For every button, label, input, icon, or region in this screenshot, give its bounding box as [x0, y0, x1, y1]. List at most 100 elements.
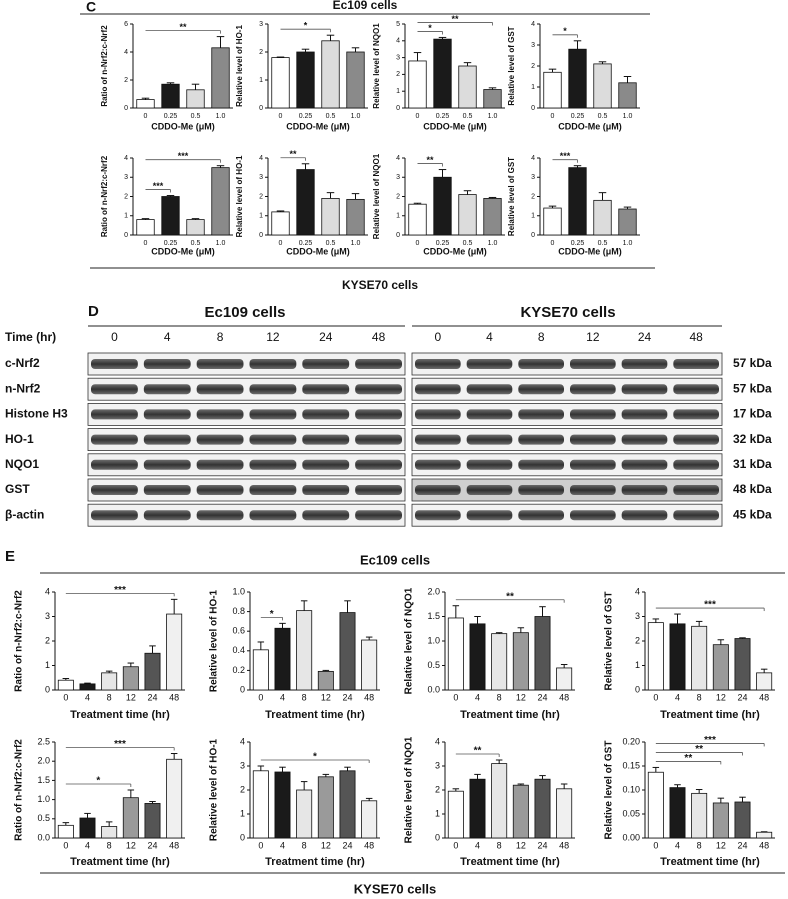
time-point: 8 [538, 330, 545, 344]
bar [491, 633, 508, 691]
y-tick-label: 0 [396, 232, 400, 239]
blot-band [196, 359, 244, 369]
time-point: 0 [111, 330, 118, 344]
kda-label: 31 kDa [733, 457, 772, 471]
bar [252, 770, 269, 839]
blot-band [466, 485, 513, 495]
y-tick-label: 1 [45, 660, 50, 670]
y-tick-label: 3 [396, 54, 400, 61]
y-tick-label: 0 [124, 105, 128, 112]
blot-band [302, 485, 350, 495]
bar [534, 616, 551, 691]
significance-label: *** [704, 735, 716, 746]
x-tick-label: 48 [759, 692, 769, 702]
blot-band [302, 384, 350, 395]
bar [469, 778, 486, 839]
blot-band [249, 485, 297, 495]
bar [534, 778, 551, 839]
blot-band [570, 459, 616, 470]
bar [712, 802, 729, 839]
x-tick-label: 0 [144, 113, 148, 120]
x-tick-label: 0.25 [436, 113, 450, 120]
protein-name: β-actin [5, 507, 44, 521]
blot-strip [87, 428, 406, 452]
bar [317, 670, 334, 691]
blot-band [355, 359, 402, 369]
significance-label: ** [474, 746, 482, 757]
y-axis-label: Relative level of GST [507, 26, 516, 105]
y-tick-label: 0.4 [232, 645, 245, 655]
y-tick-label: 1 [531, 213, 535, 220]
y-tick-label: 2 [396, 193, 400, 200]
blot-band [518, 384, 564, 395]
y-tick-label: 4 [396, 155, 400, 162]
blot-band [518, 510, 564, 521]
x-tick-label: 48 [364, 692, 374, 702]
x-tick-label: 8 [107, 692, 112, 702]
x-tick-label: 0.5 [326, 240, 336, 247]
bar [618, 208, 637, 236]
blot-band [518, 459, 564, 470]
blot-header: KYSE70 cells [520, 304, 615, 321]
y-tick-label: 0 [259, 232, 263, 239]
significance-label: *** [560, 151, 571, 161]
significance-label: *** [153, 181, 164, 191]
bar [408, 203, 427, 236]
x-tick-label: 48 [559, 692, 569, 702]
y-tick-label: 0 [259, 105, 263, 112]
bar [166, 758, 183, 839]
y-tick-label: 6 [124, 21, 128, 28]
y-tick-label: 1.5 [427, 611, 440, 621]
x-tick-label: 8 [497, 840, 502, 850]
blot-strip [411, 402, 723, 426]
blot-band [570, 485, 616, 495]
group-title: KYSE70 cells [342, 278, 418, 292]
blot-header: Ec109 cells [205, 304, 286, 321]
x-tick-label: 0.25 [436, 240, 450, 247]
significance-label: ** [506, 591, 514, 602]
bar [296, 610, 313, 691]
y-tick-label: 1.0 [232, 586, 245, 596]
blot-band [249, 510, 297, 521]
x-axis-label: Treatment time (hr) [265, 709, 365, 721]
blot-band [196, 409, 244, 420]
bar [447, 790, 464, 839]
protein-name: GST [5, 482, 30, 496]
x-tick-label: 1.0 [623, 240, 633, 247]
bar [458, 65, 477, 109]
blot-band [466, 510, 513, 521]
significance-label: ** [451, 14, 459, 24]
x-tick-label: 0 [453, 840, 458, 850]
time-label: Time (hr) [5, 330, 56, 344]
significance-label: * [428, 23, 432, 33]
bar [296, 51, 315, 109]
y-axis-label: Ratio of n-Nrf2:c-Nrf2 [14, 739, 25, 841]
bar [79, 683, 96, 691]
blot-band [355, 510, 402, 521]
blot-band [355, 434, 402, 445]
blot-band [570, 409, 616, 420]
blot-band [518, 485, 564, 495]
blot-strip [87, 377, 406, 401]
x-tick-label: 0 [416, 113, 420, 120]
blot-band [143, 510, 191, 521]
x-tick-label: 0 [653, 692, 658, 702]
bar [346, 198, 365, 236]
x-tick-label: 48 [169, 692, 179, 702]
x-tick-label: 0 [279, 113, 283, 120]
y-tick-label: 1 [396, 88, 400, 95]
blot-band [196, 384, 244, 395]
bar [122, 797, 139, 839]
x-axis-label: Treatment time (hr) [460, 709, 560, 721]
x-tick-label: 24 [147, 692, 157, 702]
time-point: 12 [586, 330, 600, 344]
blot-band [91, 459, 138, 470]
time-point: 24 [319, 330, 333, 344]
y-axis-label: Relative level of GST [604, 592, 615, 691]
y-tick-label: 3 [124, 174, 128, 181]
blot-band [621, 384, 668, 395]
protein-name: Histone H3 [5, 407, 68, 421]
blot-band [673, 434, 719, 445]
blot-band [570, 384, 616, 395]
bar [339, 770, 356, 839]
